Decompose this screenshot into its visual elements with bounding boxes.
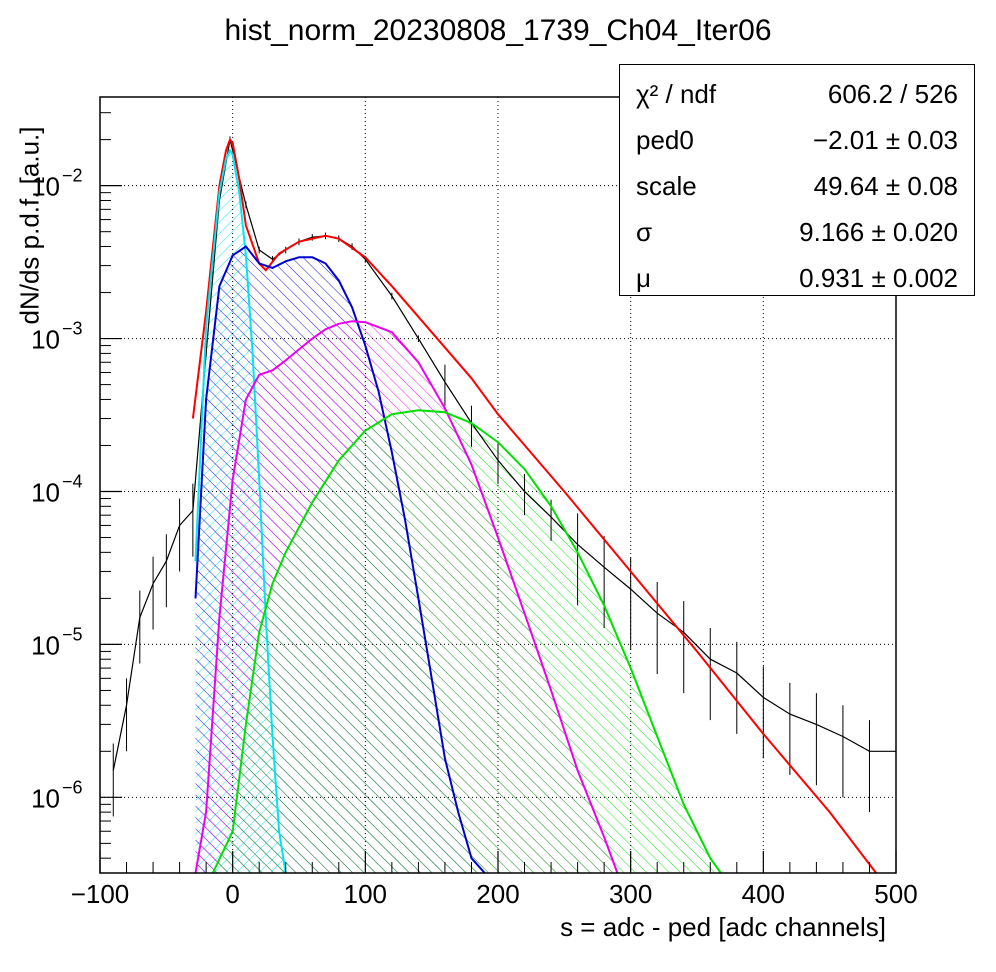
stat-name: μ [636, 263, 651, 293]
total-fit-line [191, 137, 877, 874]
y-axis-label: dN/ds p.d.f. [a.u.] [14, 126, 45, 325]
component-fills [195, 150, 721, 873]
stat-row-chi2: χ² / ndf 606.2 / 526 [620, 71, 974, 117]
stat-value: 9.166 ± 0.020 [799, 217, 958, 247]
data-histogram-line [112, 139, 896, 771]
y-tick-label-exponent: −5 [62, 624, 83, 644]
stat-value: −2.01 ± 0.03 [812, 125, 958, 155]
stat-name: σ [636, 217, 653, 247]
pedestal-component-line [194, 148, 287, 874]
y-tick-label-exponent: −4 [62, 471, 83, 491]
y-tick-label-exponent: −2 [62, 166, 83, 186]
x-tick-label: 500 [874, 879, 917, 909]
x-tick-label: 300 [609, 879, 652, 909]
stat-row-scale: scale 49.64 ± 0.08 [620, 163, 974, 209]
stat-name: scale [636, 171, 697, 201]
stat-name: ped0 [636, 125, 694, 155]
stat-value: 49.64 ± 0.08 [813, 171, 958, 201]
x-tick-label: −100 [71, 879, 130, 909]
y-tick-label-base: 10 [31, 477, 60, 507]
x-tick-label: 100 [344, 879, 387, 909]
x-axis-label: s = adc - ped [adc channels] [560, 912, 886, 942]
x-tick-label: 200 [476, 879, 519, 909]
y-tick-label-base: 10 [31, 783, 60, 813]
x-tick-label: 400 [742, 879, 785, 909]
3-pe-component-line [211, 409, 722, 874]
stat-value: 0.931 ± 0.002 [799, 263, 958, 293]
stat-row-sigma: σ 9.166 ± 0.020 [620, 209, 974, 255]
1-pe-component-line [194, 245, 486, 874]
y-tick-label-base: 10 [31, 172, 60, 202]
x-tick-label: 0 [225, 879, 239, 909]
y-tick-label-base: 10 [31, 630, 60, 660]
series-curves [112, 136, 897, 874]
chart-title: hist_norm_20230808_1739_Ch04_Iter06 [224, 14, 772, 47]
y-tick-label-exponent: −6 [62, 777, 83, 797]
stat-name: χ² / ndf [636, 79, 717, 109]
stat-row-ped0: ped0 −2.01 ± 0.03 [620, 117, 974, 163]
2-pe-component-line [194, 320, 619, 874]
stat-value: 606.2 / 526 [827, 79, 958, 109]
y-tick-label-base: 10 [31, 325, 60, 355]
y-tick-label-exponent: −3 [62, 319, 83, 339]
fit-statistics-box: χ² / ndf 606.2 / 526 ped0 −2.01 ± 0.03 s… [619, 64, 975, 296]
3-pe-component-fill [212, 410, 721, 873]
stat-row-mu: μ 0.931 ± 0.002 [620, 255, 974, 301]
